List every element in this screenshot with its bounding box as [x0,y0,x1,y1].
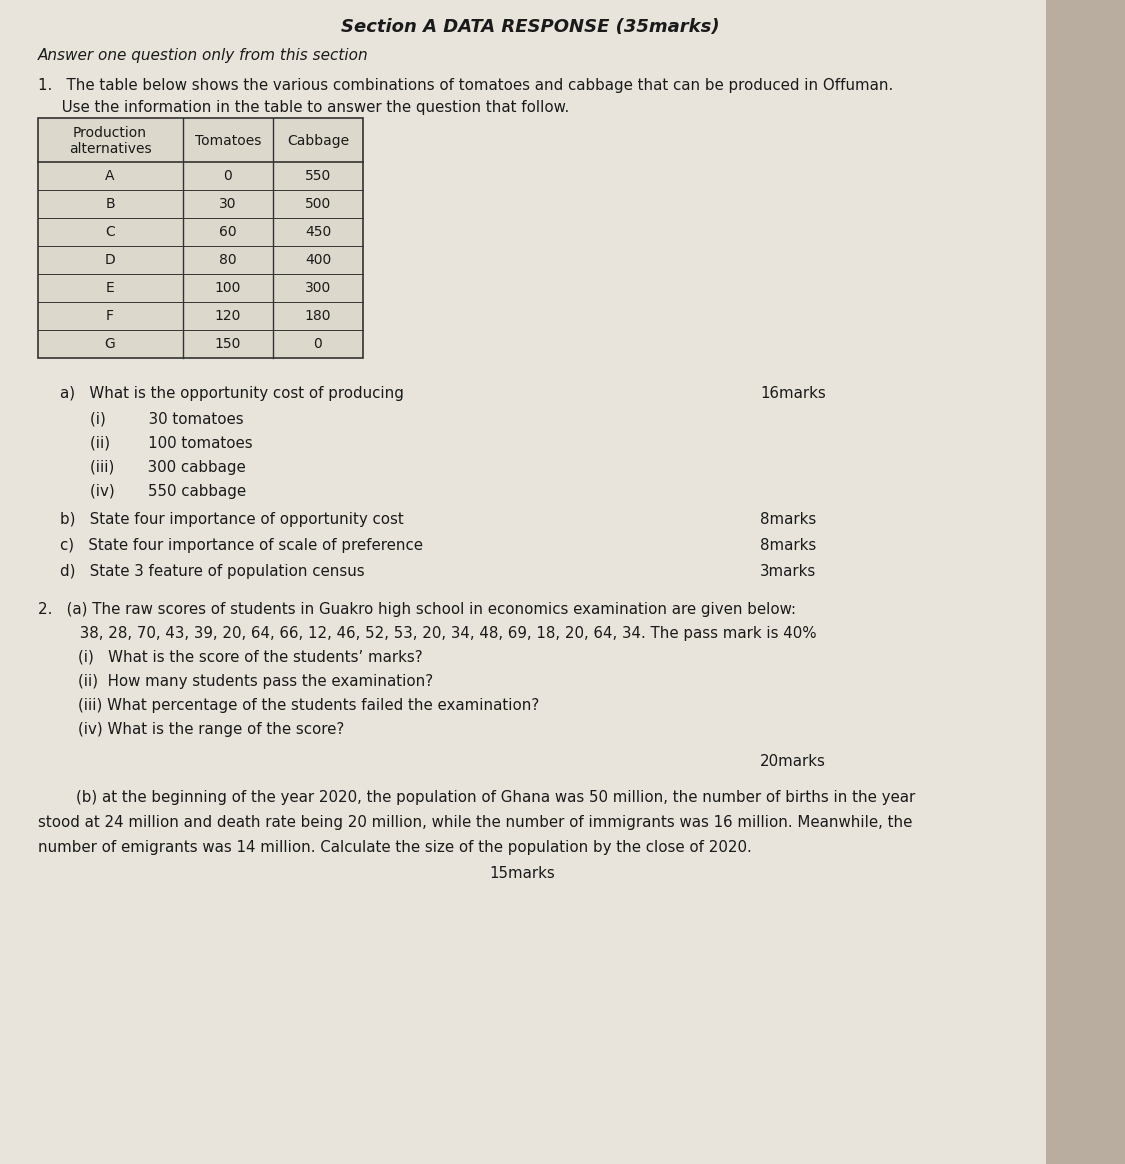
Text: Production: Production [73,126,147,140]
Text: 300: 300 [305,281,331,294]
Bar [38,118,363,359]
Text: (ii)  How many students pass the examination?: (ii) How many students pass the examinat… [78,674,433,689]
Text: Cabbage: Cabbage [287,134,349,148]
Text: 60: 60 [219,225,237,239]
Text: a)   What is the opportunity cost of producing: a) What is the opportunity cost of produ… [60,386,404,402]
Text: 100: 100 [215,281,241,294]
Bar [38,118,363,359]
Text: 150: 150 [215,338,241,352]
Text: 180: 180 [305,308,331,322]
Text: G: G [105,338,116,352]
Text: 400: 400 [305,253,331,267]
Text: B: B [106,197,115,211]
Text: Use the information in the table to answer the question that follow.: Use the information in the table to answ… [38,100,569,115]
Text: (iii)       300 cabbage: (iii) 300 cabbage [90,460,245,475]
Text: (iv)       550 cabbage: (iv) 550 cabbage [90,484,246,499]
Text: 15marks: 15marks [489,866,556,881]
Text: D: D [105,253,116,267]
Text: 2.   (a) The raw scores of students in Guakro high school in economics examinati: 2. (a) The raw scores of students in Gua… [38,602,796,617]
Text: 30: 30 [219,197,236,211]
Text: (ii)        100 tomatoes: (ii) 100 tomatoes [90,436,253,450]
Text: (i)         30 tomatoes: (i) 30 tomatoes [90,412,244,427]
Text: 8marks: 8marks [760,538,817,553]
Text: 0: 0 [314,338,323,352]
Text: 80: 80 [219,253,237,267]
Text: 20marks: 20marks [760,754,826,769]
Text: 0: 0 [224,169,233,183]
Text: d)   State 3 feature of population census: d) State 3 feature of population census [60,565,364,579]
Text: (iii) What percentage of the students failed the examination?: (iii) What percentage of the students fa… [78,698,539,714]
Text: E: E [106,281,115,294]
Text: F: F [106,308,114,322]
Text: Answer one question only from this section: Answer one question only from this secti… [38,48,369,63]
Text: c)   State four importance of scale of preference: c) State four importance of scale of pre… [60,538,423,553]
Text: (i)   What is the score of the students’ marks?: (i) What is the score of the students’ m… [78,650,423,665]
Text: 550: 550 [305,169,331,183]
Text: 3marks: 3marks [760,565,817,579]
Text: 500: 500 [305,197,331,211]
Text: stood at 24 million and death rate being 20 million, while the number of immigra: stood at 24 million and death rate being… [38,815,912,830]
Text: 8marks: 8marks [760,512,817,527]
Text: b)   State four importance of opportunity cost: b) State four importance of opportunity … [60,512,404,527]
Text: (b) at the beginning of the year 2020, the population of Ghana was 50 million, t: (b) at the beginning of the year 2020, t… [38,790,916,805]
Text: 450: 450 [305,225,331,239]
Text: A: A [106,169,115,183]
Text: Tomatoes: Tomatoes [195,134,261,148]
Text: 16marks: 16marks [760,386,826,402]
Text: (iv) What is the range of the score?: (iv) What is the range of the score? [78,722,344,737]
Text: 1.   The table below shows the various combinations of tomatoes and cabbage that: 1. The table below shows the various com… [38,78,893,93]
Text: 120: 120 [215,308,241,322]
Text: Section A DATA RESPONSE (35marks): Section A DATA RESPONSE (35marks) [341,17,719,36]
Text: number of emigrants was 14 million. Calculate the size of the population by the : number of emigrants was 14 million. Calc… [38,840,752,856]
Text: alternatives: alternatives [69,142,151,156]
Text: C: C [105,225,115,239]
Text: 38, 28, 70, 43, 39, 20, 64, 66, 12, 46, 52, 53, 20, 34, 48, 69, 18, 20, 64, 34. : 38, 28, 70, 43, 39, 20, 64, 66, 12, 46, … [56,626,817,641]
